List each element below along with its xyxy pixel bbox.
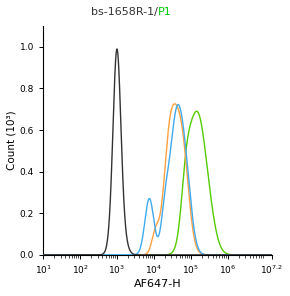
X-axis label: AF647-H: AF647-H (134, 279, 181, 289)
Y-axis label: Count (10³): Count (10³) (7, 111, 17, 170)
Text: P1: P1 (157, 7, 171, 17)
Text: bs-1658R-1/: bs-1658R-1/ (90, 7, 157, 17)
